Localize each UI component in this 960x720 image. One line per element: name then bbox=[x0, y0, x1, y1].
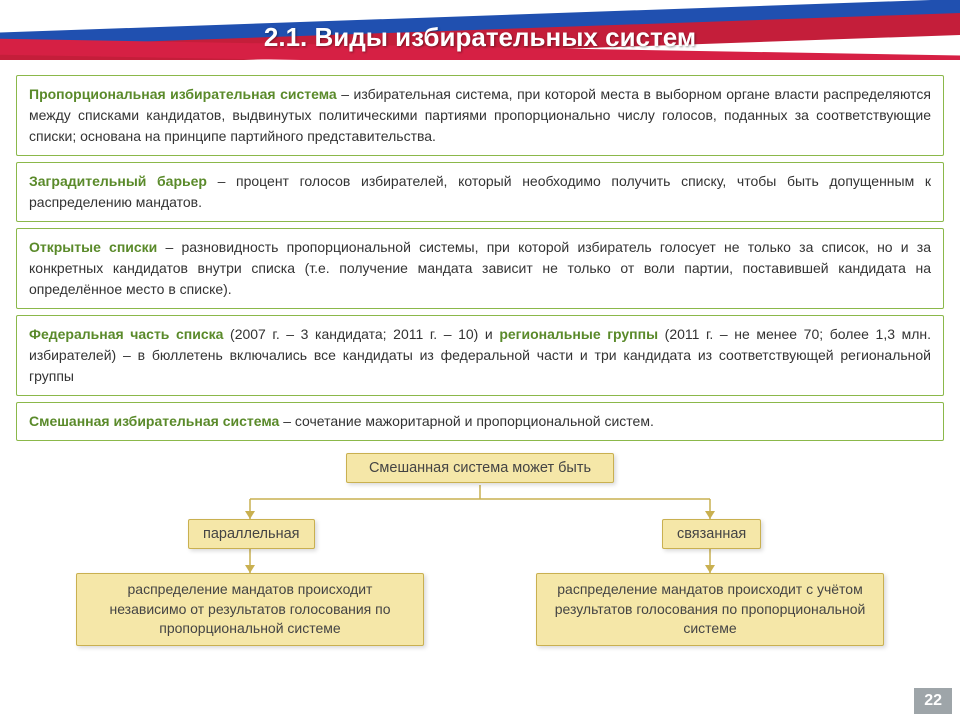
term-mixed: Смешанная избирательная система bbox=[29, 413, 279, 429]
flowchart-right-label: связанная bbox=[677, 526, 746, 542]
text-federal-mid: (2007 г. – 3 кандидата; 2011 г. – 10) и bbox=[223, 326, 499, 342]
flowchart-root-label: Смешанная система может быть bbox=[369, 460, 591, 476]
definition-box-mixed: Смешанная избирательная система – сочета… bbox=[16, 402, 944, 441]
flowchart-left: параллельная bbox=[188, 519, 315, 549]
content-area: Пропорциональная избирательная система –… bbox=[0, 63, 960, 664]
term-federal: Федеральная часть списка bbox=[29, 326, 223, 342]
definition-box-federal: Федеральная часть списка (2007 г. – 3 ка… bbox=[16, 315, 944, 396]
flowchart-left-desc-label: распределение мандатов происходит незави… bbox=[109, 581, 390, 636]
page-number: 22 bbox=[914, 688, 952, 714]
flowchart-right-desc: распределение мандатов происходит с учёт… bbox=[536, 573, 884, 646]
definition-box-proportional: Пропорциональная избирательная система –… bbox=[16, 75, 944, 156]
term-proportional: Пропорциональная избирательная система bbox=[29, 86, 337, 102]
text-openlists: – разновидность пропорциональной системы… bbox=[29, 239, 931, 297]
term-openlists: Открытые списки bbox=[29, 239, 157, 255]
flowchart: Смешанная система может быть параллельна… bbox=[16, 451, 944, 656]
term-barrier: Заградительный барьер bbox=[29, 173, 207, 189]
flowchart-right: связанная bbox=[662, 519, 761, 549]
definition-box-barrier: Заградительный барьер – процент голосов … bbox=[16, 162, 944, 222]
text-mixed: – сочетание мажоритарной и пропорциональ… bbox=[279, 413, 654, 429]
definition-box-openlists: Открытые списки – разновидность пропорци… bbox=[16, 228, 944, 309]
term-regional: региональные группы bbox=[499, 326, 658, 342]
slide-title: 2.1. Виды избирательных систем bbox=[0, 22, 960, 53]
flowchart-root: Смешанная система может быть bbox=[346, 453, 614, 483]
flowchart-left-desc: распределение мандатов происходит незави… bbox=[76, 573, 424, 646]
flowchart-left-label: параллельная bbox=[203, 526, 300, 542]
flowchart-right-desc-label: распределение мандатов происходит с учёт… bbox=[555, 581, 866, 636]
slide-header: 2.1. Виды избирательных систем bbox=[0, 0, 960, 63]
